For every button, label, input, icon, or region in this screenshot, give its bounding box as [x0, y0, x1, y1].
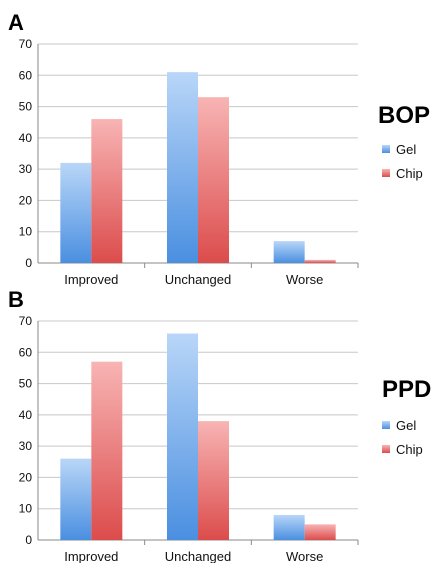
legend-label-chip: Chip [396, 166, 423, 181]
bar-gel-worse [273, 514, 305, 540]
y-tick-label: 60 [19, 68, 33, 82]
panel-letter-b: B [8, 287, 24, 312]
x-category-label: Worse [286, 272, 323, 287]
y-tick-label: 30 [19, 439, 33, 453]
bar-chip-unchanged [198, 97, 229, 263]
bar-gel-unchanged [167, 333, 198, 540]
chart-panel-a: A BOP Gel Chip 0 10 20 30 40 50 60 70 Improved Un… [8, 10, 430, 287]
legend-a: Gel Chip [382, 142, 423, 181]
chart-title-bop: BOP [378, 102, 430, 129]
legend-swatch-chip [382, 445, 390, 453]
plot-area-b: 0 10 20 30 40 50 60 70 Improved Unchanged Worse [19, 314, 359, 563]
y-tick-label: 60 [19, 345, 33, 359]
bar-gel-unchanged [167, 72, 198, 264]
panel-letter-a: A [8, 10, 24, 35]
x-category-label: Improved [64, 272, 118, 287]
y-tick-label: 40 [19, 408, 33, 422]
x-category-label: Worse [286, 549, 323, 563]
legend-swatch-chip [382, 169, 390, 177]
y-tick-label: 50 [19, 100, 33, 114]
x-category-label: Improved [64, 549, 118, 563]
legend-swatch-gel [382, 421, 390, 429]
x-category-label: Unchanged [165, 272, 232, 287]
bar-gel-worse [273, 241, 305, 263]
legend-label-gel: Gel [396, 418, 416, 433]
bar-chip-improved [91, 119, 123, 263]
chart-title-ppd: PPD [382, 376, 431, 403]
y-tick-label: 50 [19, 377, 33, 391]
legend-label-chip: Chip [396, 442, 423, 457]
chart-panel-b: B PPD Gel Chip 0 10 20 30 40 50 60 70 Improved Un… [8, 287, 431, 563]
y-tick-label: 30 [19, 162, 33, 176]
y-tick-label: 20 [19, 470, 33, 484]
y-tick-label: 40 [19, 131, 33, 145]
bar-chip-worse [304, 524, 336, 540]
legend-swatch-gel [382, 145, 390, 153]
legend-label-gel: Gel [396, 142, 416, 157]
bar-gel-improved [60, 458, 92, 540]
bar-gel-improved [60, 162, 92, 263]
bar-chip-worse [304, 259, 336, 263]
y-tick-label: 20 [19, 193, 33, 207]
legend-b: Gel Chip [382, 418, 423, 457]
y-tick-label: 10 [19, 502, 33, 516]
y-tick-label: 70 [19, 314, 33, 328]
plot-area-a: 0 10 20 30 40 50 60 70 Improved Unchanged Worse [19, 37, 359, 287]
bar-chip-unchanged [198, 421, 229, 540]
y-tick-label: 70 [19, 37, 33, 51]
bar-chip-improved [91, 361, 123, 540]
y-tick-label: 0 [25, 256, 32, 270]
y-tick-label: 10 [19, 225, 33, 239]
y-tick-label: 0 [25, 533, 32, 547]
x-category-label: Unchanged [165, 549, 232, 563]
